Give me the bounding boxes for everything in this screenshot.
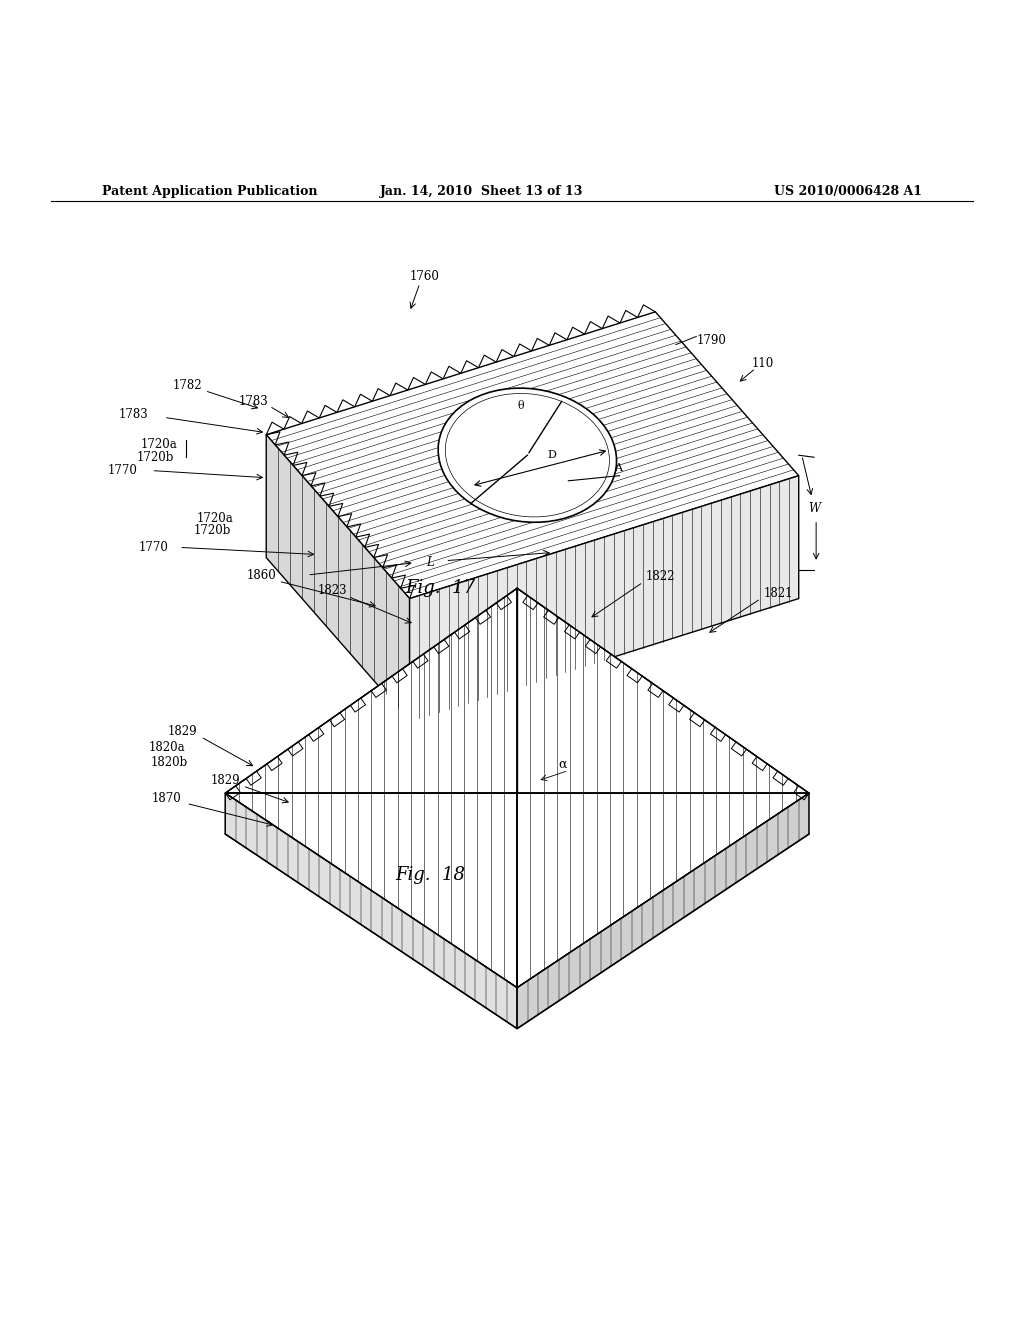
Polygon shape	[225, 793, 517, 1028]
Text: 1720a: 1720a	[197, 512, 233, 525]
Text: 1821: 1821	[764, 587, 793, 599]
Text: 1790: 1790	[696, 334, 727, 347]
Polygon shape	[266, 312, 799, 598]
Text: 1870: 1870	[152, 792, 182, 805]
Text: 1820a: 1820a	[148, 741, 185, 754]
Ellipse shape	[438, 388, 616, 523]
Text: US 2010/0006428 A1: US 2010/0006428 A1	[773, 185, 922, 198]
Text: D: D	[548, 450, 557, 461]
Text: Jan. 14, 2010  Sheet 13 of 13: Jan. 14, 2010 Sheet 13 of 13	[380, 185, 583, 198]
Text: 1783: 1783	[118, 408, 148, 421]
Text: 1720b: 1720b	[194, 524, 230, 537]
Text: 1760: 1760	[410, 269, 440, 282]
Text: 1720b: 1720b	[137, 450, 174, 463]
Polygon shape	[517, 589, 809, 793]
Text: 1770: 1770	[108, 465, 138, 477]
Text: 1823: 1823	[318, 583, 347, 597]
Text: W: W	[808, 502, 820, 515]
Text: θ: θ	[517, 401, 523, 411]
Text: 1783: 1783	[239, 396, 269, 408]
Polygon shape	[517, 793, 809, 1028]
Polygon shape	[225, 793, 517, 987]
Text: α: α	[558, 758, 566, 771]
Text: 1720a: 1720a	[140, 438, 177, 451]
Text: 1822: 1822	[646, 569, 675, 582]
Text: L: L	[426, 556, 434, 569]
Text: 110: 110	[752, 356, 774, 370]
Text: 1782: 1782	[173, 379, 202, 392]
Text: 1829: 1829	[168, 725, 197, 738]
Text: 1860: 1860	[246, 569, 276, 582]
Text: Patent Application Publication: Patent Application Publication	[102, 185, 317, 198]
Text: 1820b: 1820b	[151, 756, 187, 768]
Text: 1829: 1829	[211, 775, 240, 787]
Polygon shape	[225, 589, 517, 793]
Text: Fig.  17: Fig. 17	[406, 579, 475, 598]
Polygon shape	[517, 793, 809, 987]
Polygon shape	[266, 434, 410, 722]
Polygon shape	[410, 475, 799, 722]
Text: Fig.  18: Fig. 18	[395, 866, 465, 884]
Text: A: A	[614, 462, 623, 473]
Text: 1770: 1770	[138, 541, 169, 554]
